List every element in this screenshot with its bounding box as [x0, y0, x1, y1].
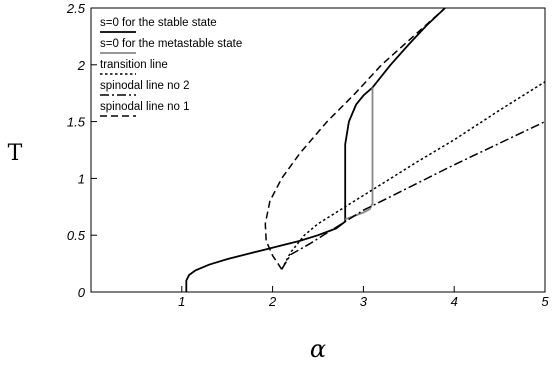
x-tick-label: 4	[451, 294, 458, 309]
legend-label: s=0 for the metastable state	[100, 38, 242, 50]
y-tick-label: 1.5	[67, 115, 86, 130]
x-tick-label: 3	[360, 294, 368, 309]
y-tick-label: 0.5	[67, 228, 86, 243]
x-tick-label: 2	[268, 294, 277, 309]
y-tick-label: 2	[77, 58, 86, 73]
legend-label: transition line	[100, 59, 168, 71]
series-line-4	[281, 120, 546, 270]
y-tick-label: 2.5	[66, 1, 86, 16]
series-line-1	[185, 7, 446, 292]
x-tick-label: 5	[541, 294, 549, 309]
y-tick-label: 0	[78, 285, 86, 300]
legend-label: spinodal line no 2	[100, 80, 190, 92]
x-tick-label: 1	[178, 294, 185, 309]
legend-label: s=0 for the stable state	[100, 17, 217, 29]
axis-ticks: 1 2 3 4 5 0 0.5 1 1.5 2 2.5	[66, 1, 549, 309]
series-line-2	[344, 87, 374, 221]
legend: s=0 for the stable state s=0 for the meta…	[100, 17, 242, 117]
y-tick-label: 1	[78, 171, 85, 186]
legend-label: spinodal line no 1	[100, 101, 190, 113]
series-layer	[185, 7, 546, 292]
series-line-3	[281, 81, 546, 270]
y-axis-label: T	[8, 141, 23, 166]
x-axis-label: α	[310, 335, 326, 363]
plot-frame	[90, 7, 546, 293]
series-line-5	[264, 7, 446, 270]
